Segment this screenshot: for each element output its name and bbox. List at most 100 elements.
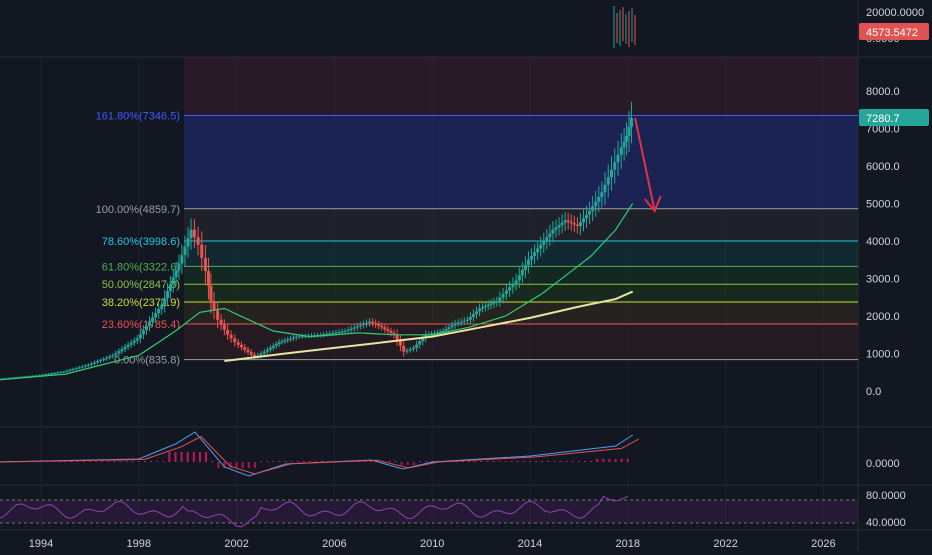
candle-body bbox=[377, 324, 381, 326]
candle-body bbox=[65, 370, 69, 372]
candle-body bbox=[508, 287, 512, 291]
price-series bbox=[0, 101, 633, 380]
candle-body bbox=[325, 333, 329, 335]
candle-body bbox=[337, 331, 341, 333]
candle-body bbox=[575, 224, 579, 226]
candle-body bbox=[89, 363, 93, 365]
candle-body bbox=[504, 290, 508, 295]
candle-body bbox=[386, 329, 390, 331]
candle-body bbox=[322, 334, 326, 336]
candle-body bbox=[334, 332, 338, 334]
candle-body bbox=[168, 284, 172, 291]
candle-body bbox=[99, 360, 103, 362]
candle-body bbox=[34, 375, 38, 377]
candle-body bbox=[294, 336, 298, 338]
candle-body bbox=[102, 358, 106, 361]
candle-body bbox=[151, 317, 155, 322]
candle-body bbox=[418, 341, 422, 345]
candle-body bbox=[62, 371, 66, 373]
candle-body bbox=[430, 333, 434, 335]
candle-body bbox=[177, 263, 181, 271]
candle-body bbox=[206, 271, 210, 286]
candle-body bbox=[163, 297, 167, 305]
candle-body bbox=[277, 342, 281, 345]
candle-body bbox=[77, 367, 81, 369]
fib-zone bbox=[184, 208, 858, 242]
candle-body bbox=[300, 336, 304, 338]
candle-body bbox=[192, 229, 196, 238]
candle-body bbox=[542, 241, 546, 245]
candle-body bbox=[212, 301, 216, 311]
top-pane-tick: 20000.0000 bbox=[866, 7, 924, 19]
fib-zone bbox=[184, 324, 858, 360]
top-pane-price-badge: 4573.5472 bbox=[866, 27, 918, 39]
candle-body bbox=[355, 326, 359, 328]
candle-body bbox=[180, 255, 184, 264]
candle-body bbox=[229, 334, 233, 339]
candle-body bbox=[597, 196, 601, 202]
time-tick-label: 2006 bbox=[322, 538, 346, 550]
arrow-head bbox=[643, 195, 662, 213]
candle-body bbox=[380, 325, 384, 328]
time-tick-label: 2002 bbox=[224, 538, 248, 550]
candle-body bbox=[108, 356, 112, 358]
price-tick-label: 0.0 bbox=[866, 386, 881, 398]
candle-body bbox=[200, 244, 204, 258]
candle-body bbox=[441, 331, 445, 332]
candle-body bbox=[613, 162, 617, 170]
candle-body bbox=[368, 321, 372, 323]
candle-body bbox=[41, 374, 45, 376]
candle-body bbox=[411, 347, 415, 350]
candle-body bbox=[166, 291, 170, 298]
candle-body bbox=[498, 297, 502, 301]
candle-body bbox=[462, 320, 466, 322]
candle-body bbox=[249, 352, 253, 355]
price-axis[interactable]: 20000.00006.00008000.07000.06000.05000.0… bbox=[29, 7, 929, 550]
candle-body bbox=[297, 336, 301, 338]
candle-body bbox=[92, 362, 96, 364]
candle-body bbox=[619, 147, 623, 155]
rsi-tick-label: 40.0000 bbox=[866, 517, 906, 529]
candle-body bbox=[358, 325, 362, 327]
candle-body bbox=[239, 344, 243, 348]
candle-body bbox=[117, 351, 121, 354]
candle-body bbox=[222, 324, 226, 330]
fib-level-label: 0.00%(835.8) bbox=[114, 355, 180, 367]
candle-body bbox=[495, 301, 499, 303]
candle-body bbox=[203, 257, 207, 271]
top-pane-price-badge-bg bbox=[859, 23, 929, 40]
candle-body bbox=[471, 314, 475, 317]
fibonacci-retracement[interactable]: 161.80%(7346.5) 100.00%(4859.7) 78.60%(399… bbox=[96, 57, 858, 367]
price-tick-label: 2000.0 bbox=[866, 311, 900, 323]
candle-body bbox=[132, 340, 136, 343]
candle-body bbox=[349, 328, 353, 330]
price-tick-label: 8000.0 bbox=[866, 86, 900, 98]
candle-body bbox=[271, 346, 275, 348]
candle-body bbox=[489, 303, 493, 305]
macd-tick-label: 0.0000 bbox=[866, 458, 900, 470]
candle-body bbox=[421, 338, 425, 342]
candle-body bbox=[517, 275, 521, 281]
candle-body bbox=[371, 321, 375, 324]
candle-body bbox=[581, 218, 585, 223]
fib-level-label: 161.80%(7346.5) bbox=[96, 111, 180, 123]
candle-body bbox=[622, 141, 626, 148]
candle-body bbox=[402, 346, 406, 352]
candle-body bbox=[111, 355, 115, 357]
candle-body bbox=[536, 248, 540, 253]
candle-body bbox=[610, 169, 613, 178]
candle-body bbox=[50, 373, 54, 375]
candle-body bbox=[59, 371, 63, 373]
candle-body bbox=[114, 353, 118, 356]
candle-body bbox=[569, 221, 573, 224]
candle-body bbox=[511, 283, 515, 288]
candle-body bbox=[450, 325, 454, 328]
candle-body bbox=[560, 222, 564, 226]
candle-body bbox=[606, 177, 610, 185]
candle-body bbox=[600, 192, 604, 197]
price-tick-label: 6000.0 bbox=[866, 161, 900, 173]
candle-body bbox=[96, 361, 100, 363]
candle-body bbox=[395, 334, 399, 341]
